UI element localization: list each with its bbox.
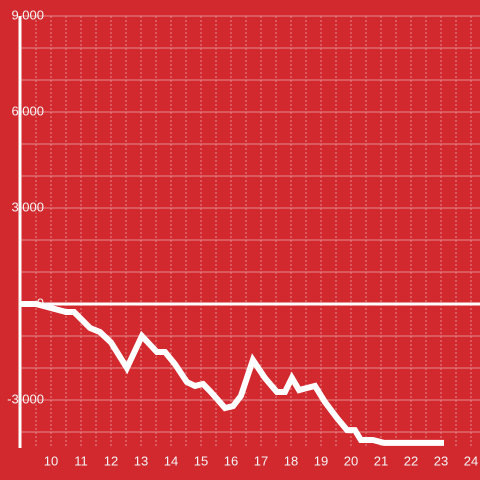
x-tick-label: 12 (104, 453, 118, 468)
x-tick-label: 17 (254, 453, 268, 468)
x-tick-label: 23 (434, 453, 448, 468)
x-tick-label: 15 (194, 453, 208, 468)
x-tick-label: 20 (344, 453, 358, 468)
x-tick-label: 11 (74, 453, 88, 468)
y-tick-label: 6,000 (11, 103, 44, 118)
y-tick-label: -3,000 (7, 391, 44, 406)
x-tick-label: 22 (404, 453, 418, 468)
x-tick-label: 16 (224, 453, 238, 468)
y-tick-label: 3,000 (11, 199, 44, 214)
x-tick-label: 10 (44, 453, 58, 468)
x-tick-label: 18 (284, 453, 298, 468)
line (21, 301, 444, 446)
x-tick-label: 24 (464, 453, 478, 468)
x-tick-label: 14 (164, 453, 178, 468)
x-tick-label: 19 (314, 453, 328, 468)
x-tick-label: 13 (134, 453, 148, 468)
y-tick-label: 9,000 (11, 7, 44, 22)
x-tick-label: 21 (374, 453, 388, 468)
